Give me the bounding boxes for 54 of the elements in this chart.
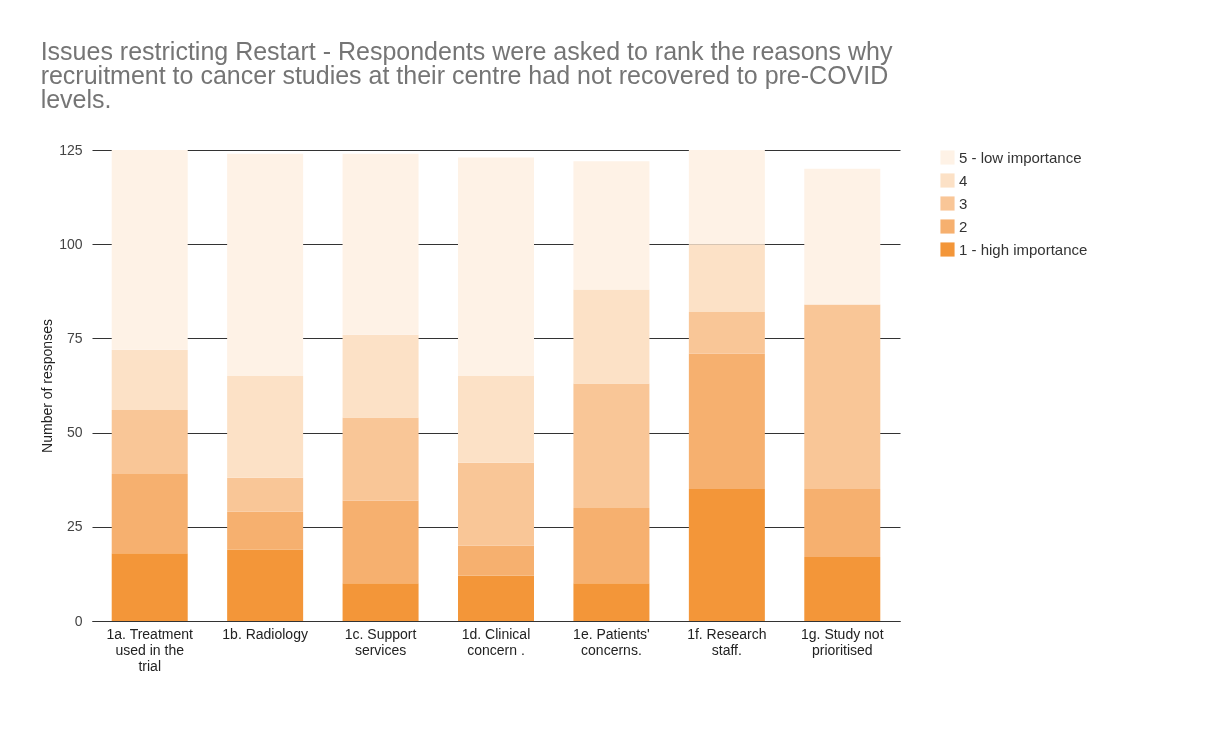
y-tick-label: 25	[66, 518, 83, 535]
bar	[573, 507, 650, 584]
bar	[227, 477, 304, 512]
bar	[573, 289, 650, 384]
legend-label: 5 - low importance	[959, 148, 1082, 166]
bar	[458, 575, 534, 621]
y-tick-label: 125	[59, 141, 83, 158]
bar	[804, 304, 881, 490]
bar	[573, 583, 650, 621]
bar	[688, 353, 765, 490]
bar	[688, 244, 765, 313]
x-tick-label: 1g. Study not prioritised	[801, 625, 884, 658]
y-axis-title: Number of responses	[39, 319, 56, 453]
chart-title: Issues restricting Restart - Respondents were asked to rank the reasons why recruitment to cancer studies at their centre had not recovered to pre-COVID levels.	[40, 37, 893, 113]
bar	[342, 417, 419, 501]
bar	[573, 383, 650, 508]
x-tick-label: 1f. Research staff.	[687, 625, 767, 658]
bar	[458, 157, 534, 377]
x-tick-label: 1e. Patients' concerns.	[573, 625, 650, 658]
bar	[227, 376, 304, 478]
bar	[804, 556, 881, 621]
x-tick-label: 1b. Radiology	[222, 625, 308, 642]
bar	[804, 168, 881, 305]
bar	[688, 150, 765, 245]
bar	[688, 312, 765, 354]
x-tick-label: 1a. Treatment used in the trial	[106, 625, 194, 674]
bar	[111, 150, 188, 350]
bar	[458, 376, 534, 463]
bar	[342, 334, 419, 418]
bar	[111, 553, 188, 621]
y-tick-label: 0	[74, 612, 83, 629]
bar	[342, 153, 419, 335]
bar	[458, 545, 534, 576]
legend-label: 2	[959, 217, 968, 235]
bar	[111, 474, 188, 554]
bar	[227, 549, 304, 621]
bar	[111, 409, 188, 475]
legend-label: 1 - high importance	[959, 240, 1088, 258]
legend-label: 4	[959, 171, 968, 189]
y-tick-label: 75	[66, 329, 83, 346]
bar	[342, 500, 419, 584]
bar	[804, 489, 881, 557]
bar	[688, 489, 765, 621]
bar	[458, 462, 534, 546]
bar	[227, 511, 304, 550]
x-tick-label: 1d. Clinical concern .	[461, 625, 531, 658]
bar	[573, 161, 650, 290]
y-tick-label: 50	[66, 424, 83, 441]
y-tick-label: 100	[59, 235, 83, 252]
bar	[111, 349, 188, 410]
legend-label: 3	[959, 194, 968, 212]
x-tick-label: 1c. Support services	[344, 625, 417, 658]
bar	[227, 153, 304, 377]
bar	[342, 583, 419, 621]
